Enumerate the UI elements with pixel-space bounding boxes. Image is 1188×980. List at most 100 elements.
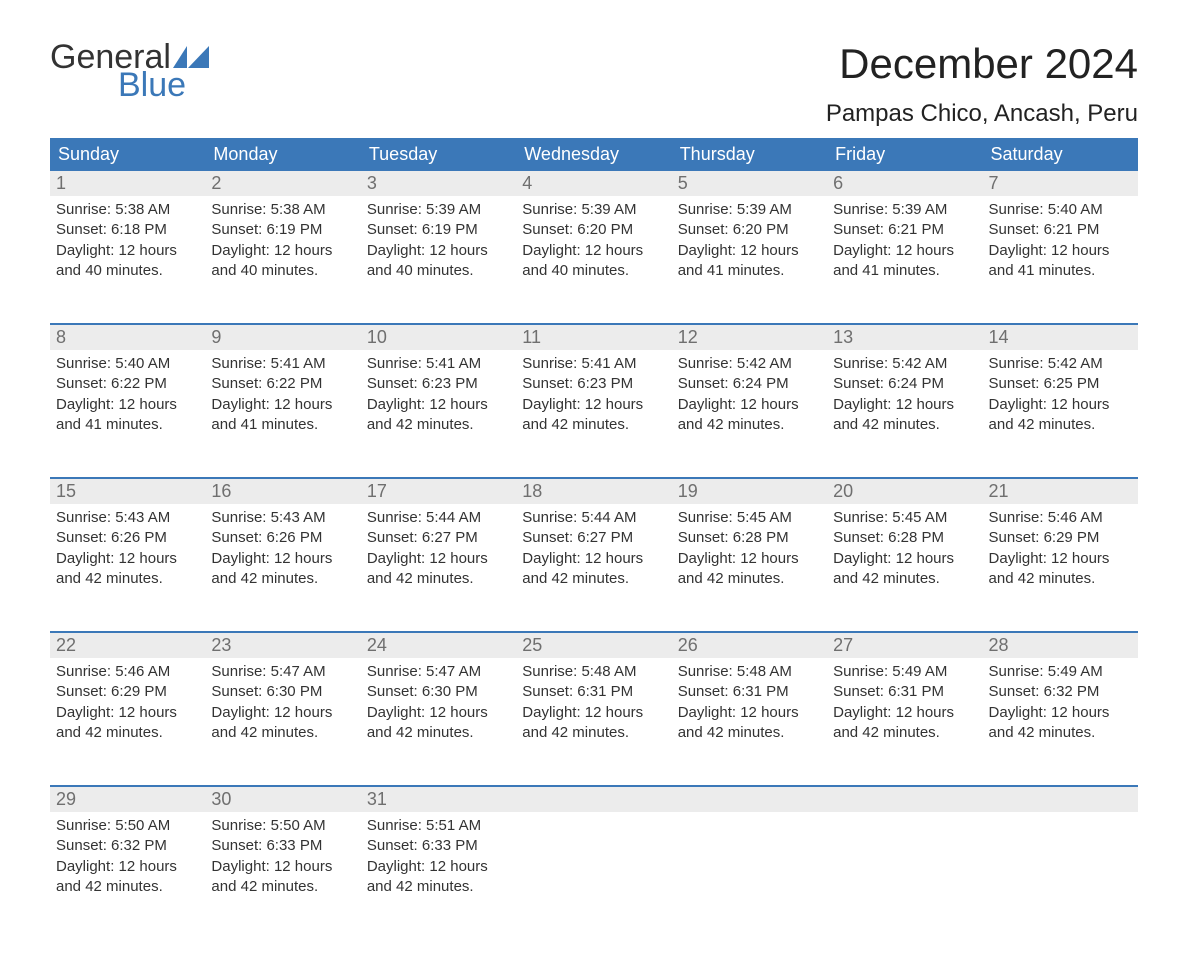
sunrise-line: Sunrise: 5:38 AM bbox=[211, 200, 354, 220]
sunrise-line: Sunrise: 5:50 AM bbox=[211, 816, 354, 836]
daylight-line: Daylight: 12 hours and 42 minutes. bbox=[833, 549, 976, 590]
sunrise-line: Sunrise: 5:40 AM bbox=[56, 354, 199, 374]
daynum-row: 1234567 bbox=[50, 171, 1138, 196]
day-number: 23 bbox=[205, 633, 360, 658]
day-number: 21 bbox=[983, 479, 1138, 504]
day-number: 20 bbox=[827, 479, 982, 504]
sunrise-line: Sunrise: 5:41 AM bbox=[211, 354, 354, 374]
sunset-line: Sunset: 6:24 PM bbox=[833, 374, 976, 394]
dayhead-thursday: Thursday bbox=[672, 138, 827, 171]
day-number: 5 bbox=[672, 171, 827, 196]
day-cell: Sunrise: 5:46 AMSunset: 6:29 PMDaylight:… bbox=[50, 658, 205, 753]
daylight-line: Daylight: 12 hours and 42 minutes. bbox=[522, 395, 665, 436]
sunrise-line: Sunrise: 5:50 AM bbox=[56, 816, 199, 836]
day-cell: Sunrise: 5:39 AMSunset: 6:20 PMDaylight:… bbox=[516, 196, 671, 291]
sunrise-line: Sunrise: 5:47 AM bbox=[211, 662, 354, 682]
day-number: 30 bbox=[205, 787, 360, 812]
day-number: 4 bbox=[516, 171, 671, 196]
sunset-line: Sunset: 6:31 PM bbox=[678, 682, 821, 702]
sunset-line: Sunset: 6:19 PM bbox=[367, 220, 510, 240]
day-number: 12 bbox=[672, 325, 827, 350]
day-cell: Sunrise: 5:38 AMSunset: 6:19 PMDaylight:… bbox=[205, 196, 360, 291]
day-number: 3 bbox=[361, 171, 516, 196]
daylight-line: Daylight: 12 hours and 40 minutes. bbox=[56, 241, 199, 282]
day-cell: Sunrise: 5:44 AMSunset: 6:27 PMDaylight:… bbox=[361, 504, 516, 599]
sunset-line: Sunset: 6:23 PM bbox=[367, 374, 510, 394]
sunset-line: Sunset: 6:32 PM bbox=[989, 682, 1132, 702]
daylight-line: Daylight: 12 hours and 41 minutes. bbox=[833, 241, 976, 282]
day-cell: Sunrise: 5:43 AMSunset: 6:26 PMDaylight:… bbox=[50, 504, 205, 599]
day-cell bbox=[672, 812, 827, 826]
daylight-line: Daylight: 12 hours and 42 minutes. bbox=[833, 703, 976, 744]
sunrise-line: Sunrise: 5:48 AM bbox=[522, 662, 665, 682]
daylight-line: Daylight: 12 hours and 42 minutes. bbox=[522, 703, 665, 744]
sunrise-line: Sunrise: 5:42 AM bbox=[678, 354, 821, 374]
month-title: December 2024 bbox=[826, 40, 1138, 88]
daylight-line: Daylight: 12 hours and 41 minutes. bbox=[989, 241, 1132, 282]
sunset-line: Sunset: 6:25 PM bbox=[989, 374, 1132, 394]
day-number: 11 bbox=[516, 325, 671, 350]
day-number: 26 bbox=[672, 633, 827, 658]
daylight-line: Daylight: 12 hours and 42 minutes. bbox=[522, 549, 665, 590]
day-cell: Sunrise: 5:50 AMSunset: 6:32 PMDaylight:… bbox=[50, 812, 205, 907]
day-number: 2 bbox=[205, 171, 360, 196]
daylight-line: Daylight: 12 hours and 42 minutes. bbox=[367, 549, 510, 590]
day-number: 22 bbox=[50, 633, 205, 658]
sunset-line: Sunset: 6:26 PM bbox=[56, 528, 199, 548]
daylight-line: Daylight: 12 hours and 42 minutes. bbox=[989, 549, 1132, 590]
day-number: 19 bbox=[672, 479, 827, 504]
day-cell: Sunrise: 5:39 AMSunset: 6:19 PMDaylight:… bbox=[361, 196, 516, 291]
sunset-line: Sunset: 6:22 PM bbox=[211, 374, 354, 394]
day-number: 10 bbox=[361, 325, 516, 350]
day-cell: Sunrise: 5:47 AMSunset: 6:30 PMDaylight:… bbox=[361, 658, 516, 753]
daylight-line: Daylight: 12 hours and 41 minutes. bbox=[56, 395, 199, 436]
day-number: 16 bbox=[205, 479, 360, 504]
week-row: Sunrise: 5:38 AMSunset: 6:18 PMDaylight:… bbox=[50, 196, 1138, 324]
day-cell bbox=[983, 812, 1138, 826]
sunset-line: Sunset: 6:27 PM bbox=[522, 528, 665, 548]
sunrise-line: Sunrise: 5:49 AM bbox=[833, 662, 976, 682]
sunrise-line: Sunrise: 5:44 AM bbox=[522, 508, 665, 528]
location-text: Pampas Chico, Ancash, Peru bbox=[826, 100, 1138, 128]
sunset-line: Sunset: 6:32 PM bbox=[56, 836, 199, 856]
daylight-line: Daylight: 12 hours and 42 minutes. bbox=[56, 703, 199, 744]
sunrise-line: Sunrise: 5:45 AM bbox=[833, 508, 976, 528]
sunrise-line: Sunrise: 5:47 AM bbox=[367, 662, 510, 682]
day-cell: Sunrise: 5:47 AMSunset: 6:30 PMDaylight:… bbox=[205, 658, 360, 753]
dayhead-sunday: Sunday bbox=[50, 138, 205, 171]
sunset-line: Sunset: 6:28 PM bbox=[833, 528, 976, 548]
day-number: 15 bbox=[50, 479, 205, 504]
sunrise-line: Sunrise: 5:44 AM bbox=[367, 508, 510, 528]
day-cell: Sunrise: 5:45 AMSunset: 6:28 PMDaylight:… bbox=[672, 504, 827, 599]
daylight-line: Daylight: 12 hours and 42 minutes. bbox=[211, 549, 354, 590]
day-header-row: Sunday Monday Tuesday Wednesday Thursday… bbox=[50, 138, 1138, 171]
day-number bbox=[516, 787, 671, 791]
day-cell: Sunrise: 5:39 AMSunset: 6:21 PMDaylight:… bbox=[827, 196, 982, 291]
sunrise-line: Sunrise: 5:48 AM bbox=[678, 662, 821, 682]
sunset-line: Sunset: 6:29 PM bbox=[56, 682, 199, 702]
sunset-line: Sunset: 6:20 PM bbox=[522, 220, 665, 240]
daylight-line: Daylight: 12 hours and 40 minutes. bbox=[211, 241, 354, 282]
sunrise-line: Sunrise: 5:41 AM bbox=[522, 354, 665, 374]
sunrise-line: Sunrise: 5:45 AM bbox=[678, 508, 821, 528]
daylight-line: Daylight: 12 hours and 40 minutes. bbox=[367, 241, 510, 282]
sunrise-line: Sunrise: 5:39 AM bbox=[678, 200, 821, 220]
day-cell bbox=[827, 812, 982, 826]
day-cell: Sunrise: 5:44 AMSunset: 6:27 PMDaylight:… bbox=[516, 504, 671, 599]
sunset-line: Sunset: 6:27 PM bbox=[367, 528, 510, 548]
sunrise-line: Sunrise: 5:39 AM bbox=[522, 200, 665, 220]
week-row: Sunrise: 5:50 AMSunset: 6:32 PMDaylight:… bbox=[50, 812, 1138, 940]
daylight-line: Daylight: 12 hours and 41 minutes. bbox=[678, 241, 821, 282]
day-cell: Sunrise: 5:50 AMSunset: 6:33 PMDaylight:… bbox=[205, 812, 360, 907]
sunrise-line: Sunrise: 5:43 AM bbox=[211, 508, 354, 528]
sunrise-line: Sunrise: 5:46 AM bbox=[989, 508, 1132, 528]
daylight-line: Daylight: 12 hours and 42 minutes. bbox=[833, 395, 976, 436]
day-number bbox=[672, 787, 827, 791]
day-cell: Sunrise: 5:46 AMSunset: 6:29 PMDaylight:… bbox=[983, 504, 1138, 599]
sunset-line: Sunset: 6:29 PM bbox=[989, 528, 1132, 548]
sunrise-line: Sunrise: 5:43 AM bbox=[56, 508, 199, 528]
daylight-line: Daylight: 12 hours and 42 minutes. bbox=[989, 703, 1132, 744]
dayhead-tuesday: Tuesday bbox=[361, 138, 516, 171]
daynum-row: 891011121314 bbox=[50, 325, 1138, 350]
day-number: 6 bbox=[827, 171, 982, 196]
